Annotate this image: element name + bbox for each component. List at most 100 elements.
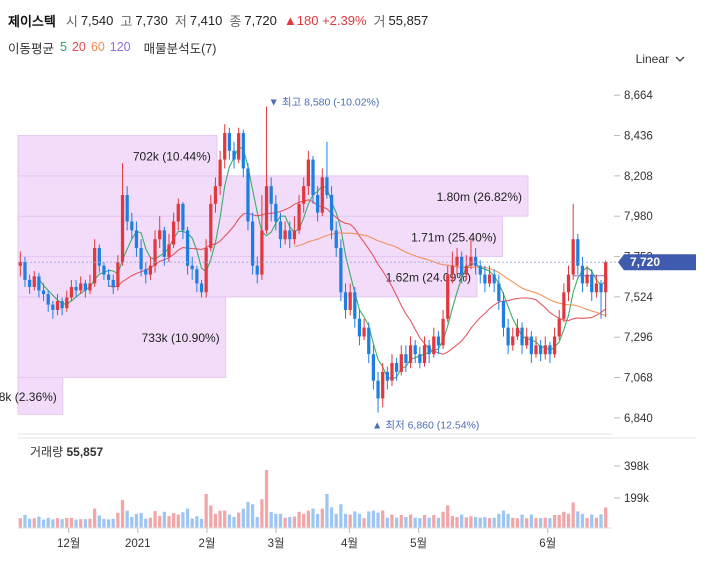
ma-5-label[interactable]: 5	[60, 40, 67, 54]
volume-bar	[381, 510, 385, 528]
price-tick-label: 7,068	[624, 373, 653, 385]
candle-body	[529, 336, 533, 355]
price-tick-label: 8,436	[624, 131, 653, 143]
candle-body	[306, 159, 310, 187]
candle-body	[297, 203, 301, 231]
min-price-annotation: ▲ 최저 6,860 (12.54%)	[372, 420, 479, 432]
price-tick-label: 7,980	[624, 211, 653, 223]
candle-body	[32, 276, 36, 287]
candle-body	[18, 262, 22, 266]
ma-20-label[interactable]: 20	[71, 40, 86, 54]
volume-profile-bar	[17, 175, 529, 217]
volume-bar	[585, 518, 589, 528]
candle-body	[473, 256, 478, 266]
volume-bar	[139, 512, 143, 528]
candle-body	[144, 269, 148, 275]
volume-bar	[37, 516, 41, 528]
low-value: 7,410	[189, 12, 223, 28]
candle-body	[432, 336, 436, 355]
volume-bar	[306, 510, 310, 528]
candle-body	[181, 203, 185, 231]
candle-body	[422, 345, 427, 364]
candle-body	[487, 274, 492, 284]
volume-profile-bar	[17, 135, 218, 177]
candle-layer	[18, 106, 608, 413]
date-axis: 12월 2021 2월 3월 4월 5월 6월	[57, 528, 556, 550]
candle-body	[376, 380, 380, 399]
volume-bar	[334, 513, 338, 528]
volume-bar	[190, 518, 194, 528]
candle-body	[241, 133, 245, 169]
volume-bar	[79, 519, 83, 528]
volume-title: 거래량 55,857	[30, 445, 103, 459]
volume-bar	[255, 516, 259, 528]
volume-panel: 거래량 55,857 398k 199k	[18, 437, 696, 529]
moving-average-title[interactable]: 이동평균	[8, 41, 55, 56]
volume-bar	[283, 517, 287, 528]
volume-bar	[394, 517, 399, 528]
candle-body	[385, 371, 389, 381]
volume-bar	[297, 511, 301, 528]
change-value: ▲180 +2.39%	[283, 12, 367, 28]
volume-bar	[520, 514, 524, 528]
volume-bar	[552, 514, 557, 528]
indicator-legend: 이동평균 5 20 60 120 매물분석도(7)	[8, 36, 216, 58]
close-label: 종	[229, 13, 242, 29]
price-axis: 6,8407,0687,2967,5247,7527,9808,2088,436…	[18, 90, 696, 425]
max-price-annotation: ▼ 최고 8,580 (-10.02%)	[269, 97, 380, 109]
volume-profile-label: 1.62m (24.09%)	[386, 271, 471, 285]
ma-120-label[interactable]: 120	[109, 40, 131, 54]
candle-body	[209, 203, 213, 249]
volume-bar	[250, 504, 255, 528]
candle-body	[97, 248, 101, 266]
candle-body	[483, 274, 487, 284]
volume-profile-label: 733k (10.90%)	[142, 331, 220, 345]
date-tick-label: 2월	[198, 537, 215, 550]
candle-body	[552, 336, 557, 355]
volume-bar	[274, 513, 278, 528]
candle-body	[176, 203, 180, 222]
volume-bar	[497, 513, 501, 528]
volume-bar	[46, 517, 50, 528]
volume-bar	[487, 518, 492, 528]
candle-body	[278, 221, 283, 240]
volume-bar	[566, 513, 571, 528]
volume-bar	[27, 518, 32, 528]
candle-body	[116, 262, 120, 287]
volume-bar	[399, 514, 403, 528]
candle-body	[566, 274, 571, 293]
volume-bar	[181, 512, 185, 528]
volume-bar	[469, 516, 473, 528]
candle-body	[223, 133, 227, 160]
candle-body	[246, 168, 250, 222]
ma-60-label[interactable]: 60	[90, 40, 105, 54]
stock-header: 제이스텍 시 7,540 고 7,730 저 7,410 종 7,720 ▲180 +2…	[8, 8, 435, 32]
volume-bar	[55, 518, 60, 528]
volume-bar	[594, 517, 599, 528]
volume-bar	[390, 514, 394, 528]
last-price-label: 7,720	[630, 255, 660, 269]
volume-profile-toggle[interactable]: 매물분석도(7)	[143, 41, 217, 56]
candle-body	[464, 265, 468, 275]
volume-bar	[213, 513, 218, 528]
scale-dropdown[interactable]: Linear	[636, 52, 685, 66]
open-value: 7,540	[80, 12, 114, 28]
date-tick-label: 12월	[57, 537, 80, 550]
volume-bar	[88, 518, 92, 528]
candle-body	[79, 283, 83, 291]
candle-body	[37, 276, 41, 291]
candle-body	[357, 318, 362, 337]
candle-body	[604, 262, 608, 293]
candle-body	[162, 230, 166, 257]
volume-bar	[343, 513, 348, 528]
candle-body	[599, 283, 603, 293]
volume-bar	[125, 510, 129, 528]
date-tick-label: 5월	[410, 537, 427, 550]
price-tick-label: 8,664	[624, 90, 653, 102]
candle-body	[55, 301, 60, 310]
volume-bar	[501, 510, 506, 528]
volume-bar	[223, 510, 227, 528]
volume-bar	[320, 508, 324, 528]
volume-bar	[325, 494, 329, 528]
